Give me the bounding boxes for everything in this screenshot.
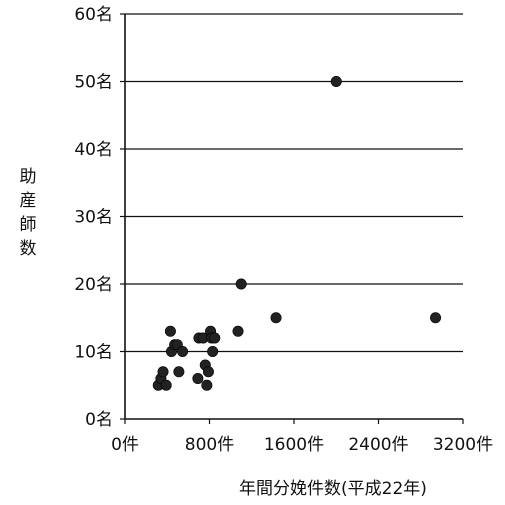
y-tick-labels: 0名 10名 20名 30名 40名 50名 60名 bbox=[74, 5, 113, 430]
data-point-15 bbox=[202, 366, 214, 378]
y-tick-label-5: 50名 bbox=[74, 73, 113, 93]
x-axis-title: 年間分娩件数(平成22年) bbox=[239, 479, 427, 499]
y-tick-label-2: 20名 bbox=[74, 275, 113, 295]
x-tick-label-0: 0件 bbox=[111, 435, 139, 455]
data-point-23 bbox=[330, 76, 342, 88]
data-point-10 bbox=[192, 372, 204, 384]
data-points bbox=[152, 76, 442, 391]
y-tick-label-4: 40名 bbox=[74, 140, 113, 160]
x-tick-label-1: 800件 bbox=[185, 435, 234, 455]
x-tick-label-4: 3200件 bbox=[433, 435, 493, 455]
svg-text:助産師数: 助産師数 bbox=[20, 167, 37, 259]
x-tick-label-2: 1600件 bbox=[264, 435, 324, 455]
data-point-22 bbox=[270, 312, 282, 324]
y-tick-label-1: 10名 bbox=[74, 343, 113, 363]
x-tick-label-3: 2400件 bbox=[348, 435, 408, 455]
y-axis-title: 助産師数 bbox=[20, 167, 37, 259]
data-point-20 bbox=[232, 325, 244, 337]
data-point-14 bbox=[201, 379, 213, 391]
data-point-24 bbox=[430, 312, 442, 324]
x-tick-labels: 0件 800件 1600件 2400件 3200件 bbox=[111, 435, 493, 455]
data-point-2 bbox=[157, 366, 169, 378]
y-tick-label-3: 30名 bbox=[74, 208, 113, 228]
y-tick-label-6: 60名 bbox=[74, 5, 113, 25]
data-point-3 bbox=[160, 379, 172, 391]
data-point-18 bbox=[207, 345, 219, 357]
gridlines bbox=[125, 13, 463, 353]
data-point-19 bbox=[209, 332, 221, 344]
axes bbox=[120, 13, 464, 424]
data-point-21 bbox=[235, 278, 247, 290]
data-point-8 bbox=[173, 366, 185, 378]
y-tick-label-0: 0名 bbox=[85, 410, 113, 430]
data-point-4 bbox=[164, 325, 176, 337]
data-point-9 bbox=[177, 345, 189, 357]
